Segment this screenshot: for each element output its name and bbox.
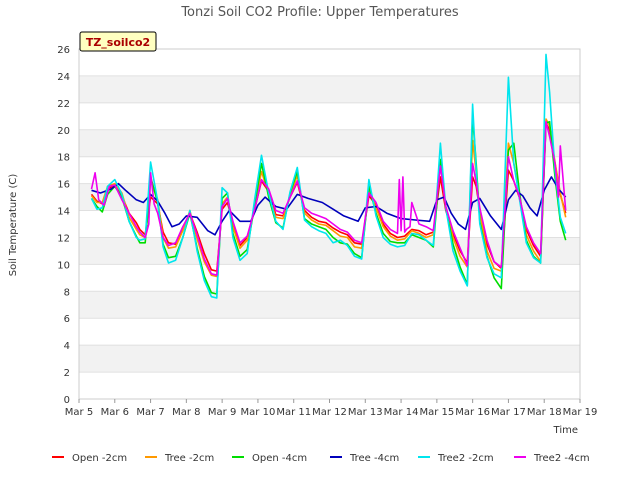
y-tick-label: 4 (64, 341, 70, 352)
y-tick-label: 26 (57, 45, 70, 56)
x-axis-ticks: Mar 5 Mar 6 Mar 7 Mar 8 Mar 9 Mar 10 Mar 11 Mar… (65, 399, 598, 418)
x-axis-label: Time (553, 425, 578, 436)
x-tick-label: Mar 18 (527, 407, 562, 418)
x-tick-label: Mar 11 (276, 407, 311, 418)
y-tick-label: 20 (57, 126, 70, 137)
x-tick-label: Mar 5 (65, 407, 93, 418)
x-tick-label: Mar 16 (455, 407, 490, 418)
legend-label: Tree2 -4cm (533, 453, 590, 464)
legend-label: Tree -4cm (349, 453, 399, 464)
x-tick-label: Mar 14 (384, 407, 419, 418)
y-tick-label: 14 (57, 207, 70, 218)
x-tick-label: Mar 8 (172, 407, 200, 418)
y-axis-label: Soil Temperature (C) (8, 174, 19, 277)
x-tick-label: Mar 7 (136, 407, 164, 418)
background-band (79, 291, 580, 319)
y-tick-label: 10 (57, 260, 70, 271)
x-tick-label: Mar 6 (101, 407, 129, 418)
site-label-text: TZ_soilco2 (86, 36, 150, 49)
series-line-5 (90, 53, 567, 299)
background-band (79, 129, 580, 157)
y-tick-label: 12 (57, 233, 70, 244)
legend-label: Tree2 -2cm (437, 453, 494, 464)
x-tick-label: Mar 17 (491, 407, 526, 418)
x-tick-label: Mar 12 (312, 407, 347, 418)
y-tick-label: 22 (57, 99, 70, 110)
chart-title: Tonzi Soil CO2 Profile: Upper Temperatur… (180, 5, 459, 20)
y-tick-label: 0 (64, 395, 70, 406)
x-tick-label: Mar 10 (241, 407, 276, 418)
chart-legend: Open -2cm Tree -2cm Open -4cm Tree -4cm Tree… (52, 453, 590, 464)
series-line-6 (90, 120, 567, 277)
legend-label: Tree -2cm (164, 453, 214, 464)
series-line-3 (90, 115, 567, 295)
y-tick-label: 6 (64, 314, 70, 325)
legend-label: Open -4cm (252, 453, 307, 464)
x-tick-label: Mar 15 (419, 407, 454, 418)
plot-background-bands (79, 75, 580, 373)
background-band (79, 75, 580, 103)
y-tick-label: 16 (57, 180, 70, 191)
y-tick-label: 8 (64, 287, 70, 298)
background-band (79, 237, 580, 265)
background-band (79, 345, 580, 373)
site-label-box: TZ_soilco2 (79, 31, 157, 52)
legend-label: Open -2cm (72, 453, 127, 464)
y-tick-label: 2 (64, 368, 70, 379)
y-tick-label: 18 (57, 153, 70, 164)
y-tick-label: 24 (57, 72, 70, 83)
plot-series-layer (90, 53, 567, 299)
x-tick-label: Mar 13 (348, 407, 383, 418)
x-tick-label: Mar 19 (563, 407, 598, 418)
x-tick-label: Mar 9 (208, 407, 236, 418)
